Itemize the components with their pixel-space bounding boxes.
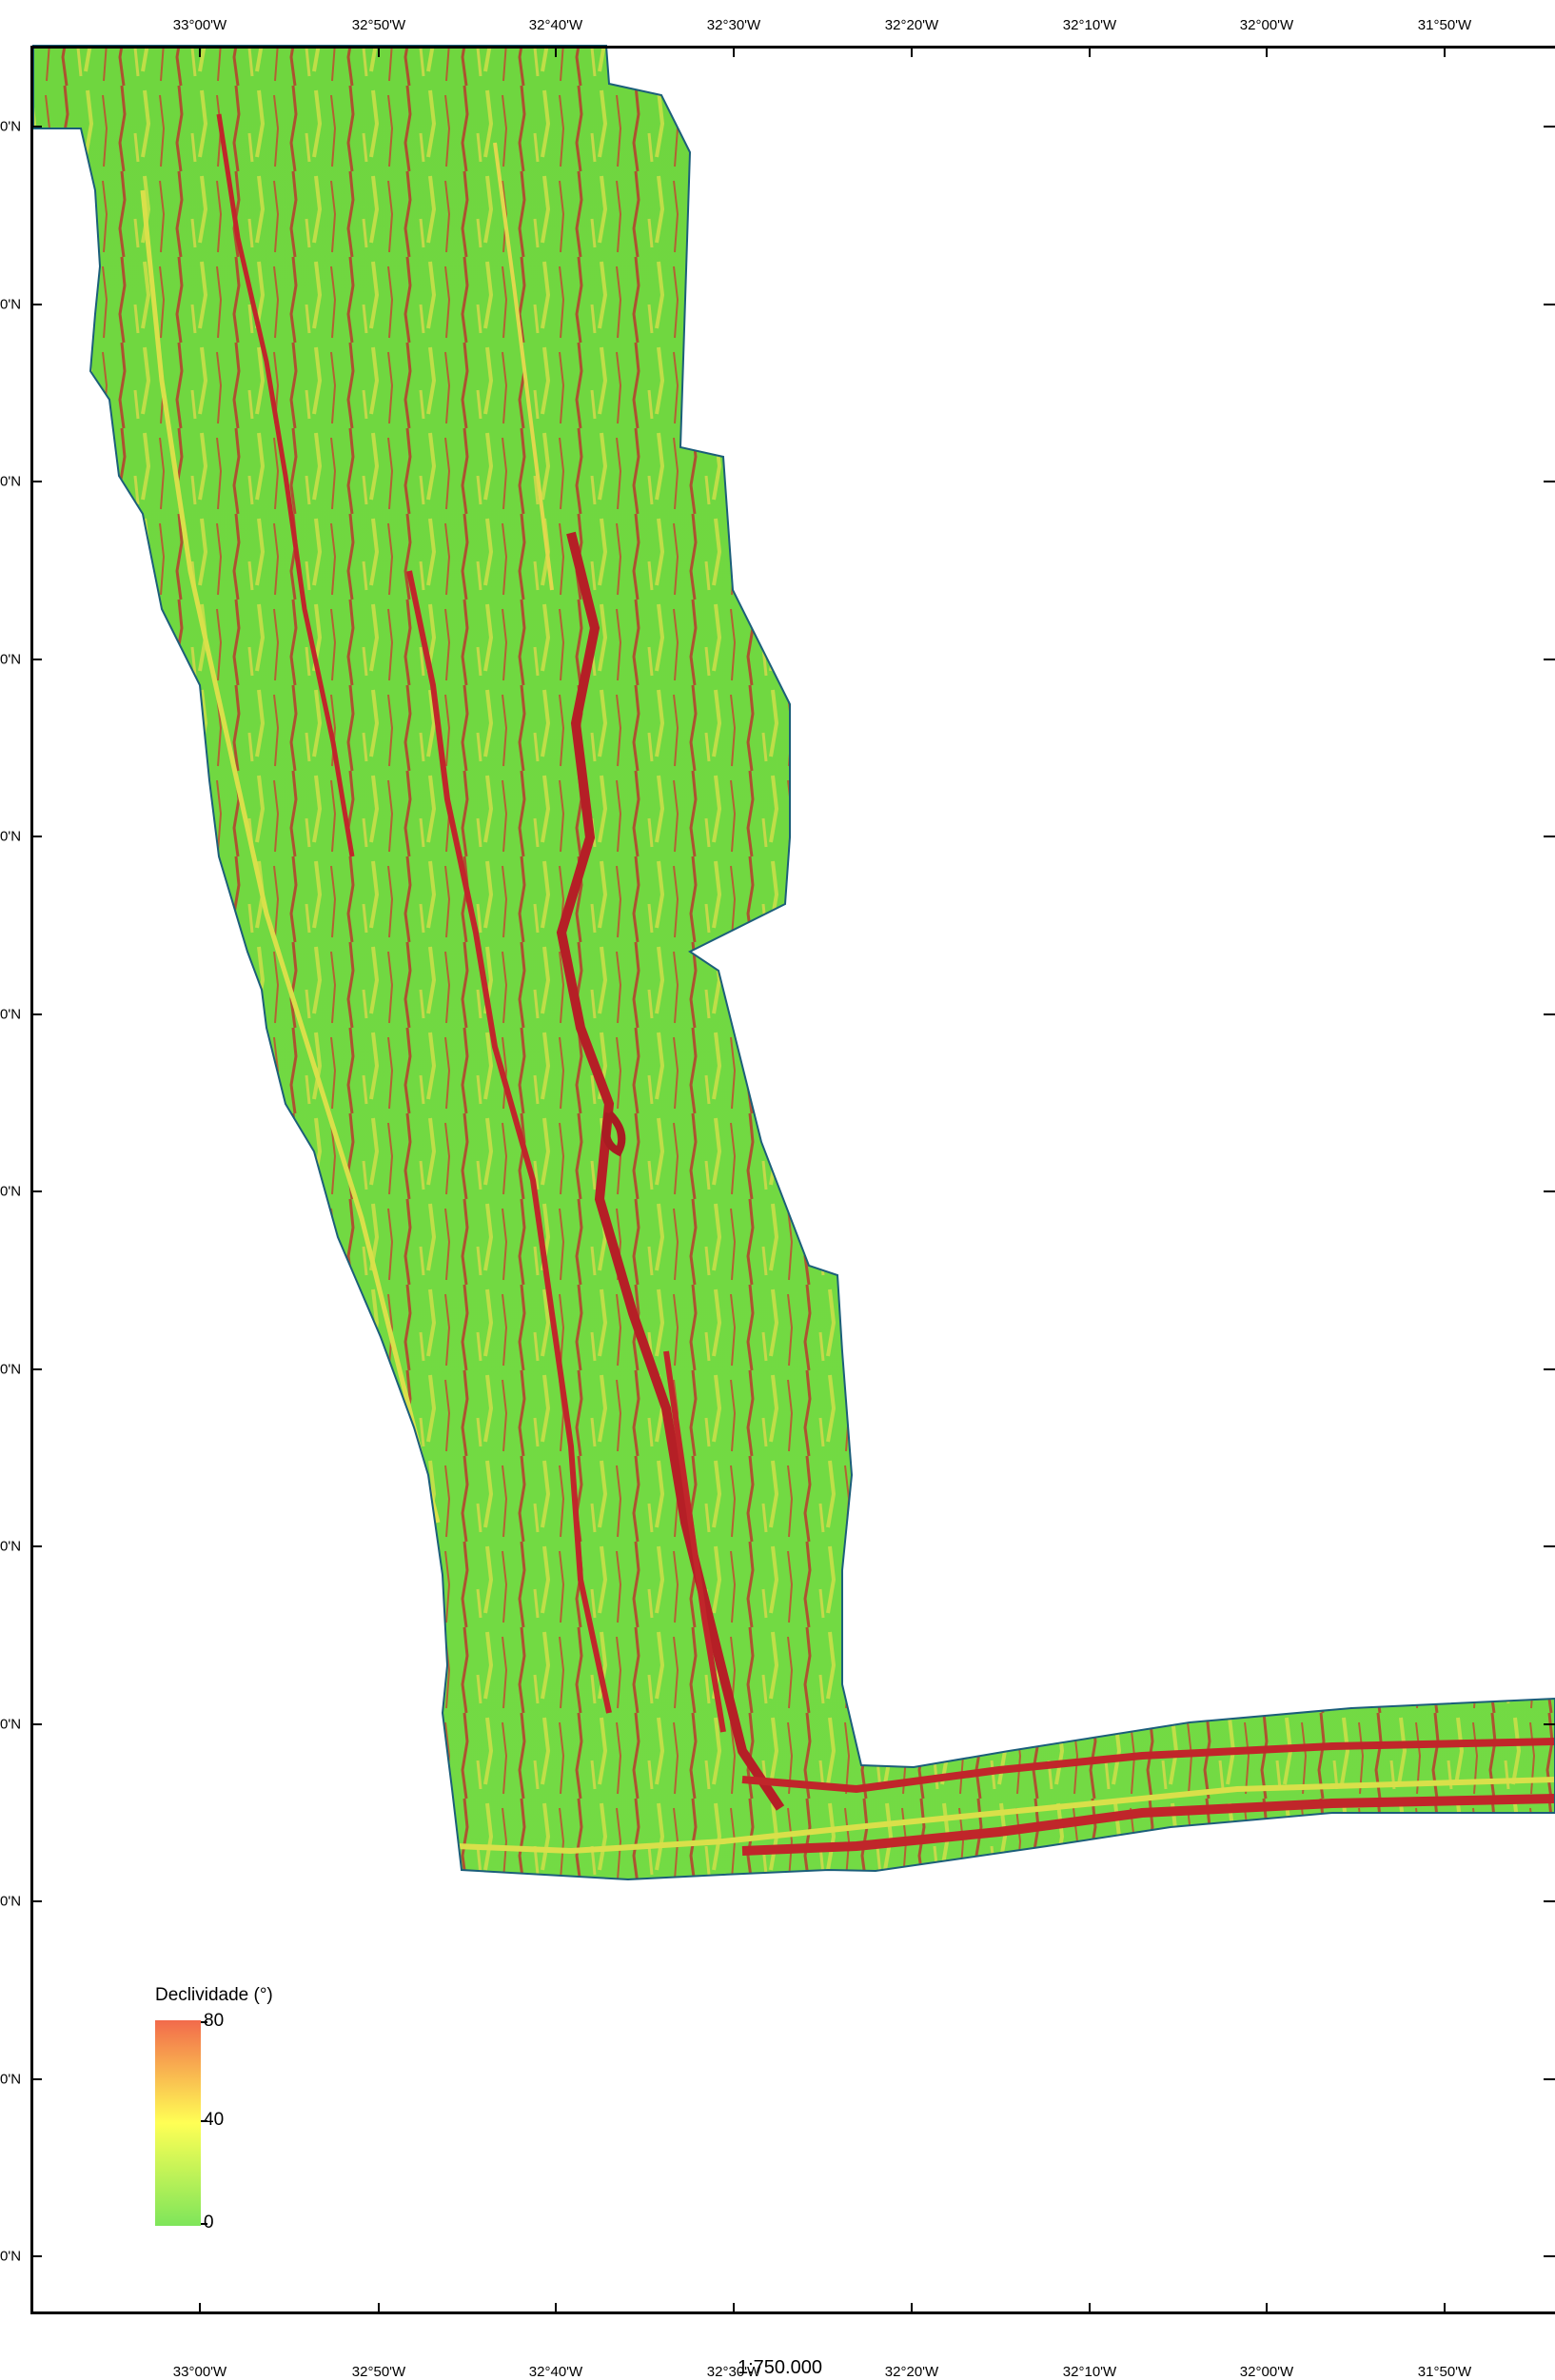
latitude-label: 0'N	[0, 296, 22, 313]
longitude-label-top: 32°30'W	[706, 17, 761, 33]
latitude-label: 0'N	[0, 473, 22, 490]
latitude-label: 0'N	[0, 1006, 22, 1023]
longitude-label-bottom: 32°50'W	[351, 2364, 406, 2380]
longitude-label-top: 32°10'W	[1062, 17, 1117, 33]
legend-tick-label: 40	[204, 2110, 225, 2130]
longitude-label-top: 32°50'W	[351, 17, 406, 33]
latitude-label: 0'N	[0, 2248, 22, 2265]
latitude-label: 0'N	[0, 1893, 22, 1910]
steep-slope-feature	[556, 531, 785, 1811]
moderate-slope-feature	[456, 1777, 1555, 1855]
moderate-slope-feature	[493, 142, 554, 591]
longitude-label-top: 33°00'W	[172, 17, 227, 33]
latitude-label: 0'N	[0, 1183, 22, 1200]
longitude-label-bottom: 31°50'W	[1417, 2364, 1472, 2380]
legend-tick-label: 0	[204, 2213, 214, 2232]
longitude-label-bottom: 32°20'W	[884, 2364, 939, 2380]
steep-slope-feature	[663, 1350, 726, 1733]
latitude-label: 0'N	[0, 1716, 22, 1733]
latitude-label: 0'N	[0, 118, 22, 135]
map-scale: 1:750.000	[738, 2357, 822, 2378]
moderate-slope-feature	[140, 189, 441, 1524]
latitude-label: 0'N	[0, 1538, 22, 1555]
longitude-label-top: 32°20'W	[884, 17, 939, 33]
longitude-label-top: 31°50'W	[1417, 17, 1472, 33]
latitude-label: 0'N	[0, 1361, 22, 1378]
longitude-label-top: 32°00'W	[1239, 17, 1294, 33]
steep-slope-feature	[601, 1111, 626, 1157]
legend-tick-label: 80	[204, 2011, 225, 2031]
steep-slope-feature	[406, 570, 612, 1714]
longitude-label-bottom: 32°40'W	[528, 2364, 583, 2380]
longitude-label-bottom: 32°00'W	[1239, 2364, 1294, 2380]
latitude-label: 0'N	[0, 828, 22, 845]
legend-color-bar	[155, 2020, 201, 2226]
map-frame	[30, 46, 1555, 2314]
steep-slope-feature	[216, 113, 355, 857]
longitude-label-top: 32°40'W	[528, 17, 583, 33]
longitude-label-bottom: 33°00'W	[172, 2364, 227, 2380]
latitude-label: 0'N	[0, 2071, 22, 2088]
longitude-label-bottom: 32°10'W	[1062, 2364, 1117, 2380]
steep-slope-feature	[741, 1794, 1555, 1856]
latitude-label: 0'N	[0, 651, 22, 668]
legend-title: Declividade (°)	[155, 1985, 273, 2005]
steep-slope-feature	[741, 1738, 1555, 1794]
